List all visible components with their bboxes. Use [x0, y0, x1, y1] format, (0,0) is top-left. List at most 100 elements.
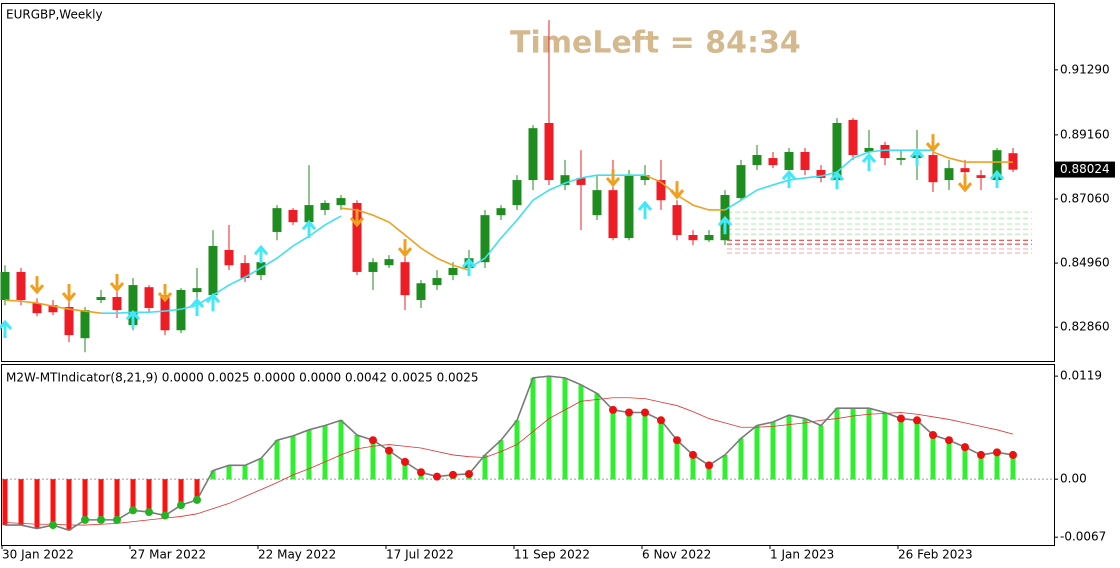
signal-dot: [657, 416, 665, 425]
trend-line: [932, 151, 1013, 163]
trend-line: [644, 174, 725, 211]
histogram-bar: [850, 408, 856, 480]
candle-body: [16, 271, 26, 301]
histogram-bar: [818, 425, 824, 480]
histogram-bar: [546, 376, 552, 480]
time-left: TimeLeft = 84:34: [510, 26, 801, 61]
x-tick-label: 27 Mar 2022: [130, 548, 206, 562]
candle-body: [240, 263, 250, 279]
candle-body: [688, 235, 698, 241]
signal-arrow: [861, 152, 877, 172]
signal-arrow: [989, 169, 1005, 189]
histogram-bar: [642, 412, 648, 480]
y-tick-label: 0.89160: [1060, 127, 1110, 141]
candle-body: [560, 175, 570, 185]
signal-arrow: [637, 200, 653, 219]
candle-body: [32, 303, 42, 314]
histogram-bar: [674, 440, 680, 480]
x-tick-label: 26 Feb 2023: [898, 548, 973, 562]
candle-body: [144, 287, 154, 308]
histogram-bar: [930, 435, 936, 480]
histogram-bar: [866, 408, 872, 480]
signal-dot: [113, 515, 121, 524]
signal-dot: [993, 448, 1001, 457]
candle-body: [448, 267, 458, 275]
histogram-bar: [114, 479, 120, 520]
histogram-bar: [1010, 454, 1016, 480]
candle-body: [784, 151, 794, 170]
signal-arrow: [605, 168, 621, 188]
signal-arrow: [925, 134, 941, 153]
histogram-bar: [978, 454, 984, 480]
histogram-bar: [226, 465, 232, 480]
candle-body: [368, 262, 378, 272]
signal-dot: [97, 515, 105, 524]
signal-arrow: [461, 257, 477, 277]
histogram-bar: [386, 450, 392, 480]
candle-body: [416, 283, 426, 301]
y-tick-label: -0.0067: [1060, 530, 1106, 544]
candle-body: [48, 305, 58, 313]
candle-body: [176, 289, 186, 331]
signal-arrow: [205, 292, 221, 312]
signal-dot: [913, 416, 921, 425]
candle-body: [960, 168, 970, 173]
histogram-bar: [914, 420, 920, 480]
candle-body: [736, 165, 746, 199]
y-tick-label: 0.91290: [1060, 62, 1110, 76]
candle-body: [160, 295, 170, 331]
signal-dot: [1009, 450, 1017, 459]
x-tick-label: 6 Nov 2022: [642, 548, 711, 562]
signal-line: [4, 397, 1014, 526]
signal-dot: [929, 431, 937, 440]
histogram-bar: [258, 458, 264, 480]
candle-body: [0, 271, 10, 301]
histogram-bar: [146, 479, 152, 513]
signal-dot: [689, 450, 697, 459]
signal-dot: [641, 408, 649, 417]
trend-line: [101, 215, 342, 314]
signal-dot: [945, 436, 953, 445]
candle-body: [208, 245, 218, 296]
candle-body: [96, 296, 106, 301]
signal-arrow: [957, 174, 973, 193]
histogram-bar: [18, 479, 24, 526]
signal-arrow: [349, 208, 365, 228]
signal-dot: [449, 470, 457, 479]
x-tick-label: 22 May 2022: [258, 548, 336, 562]
candle-body: [224, 249, 234, 266]
histogram-bar: [946, 440, 952, 480]
y-tick-label: 0.0119: [1060, 369, 1102, 383]
histogram-bar: [786, 415, 792, 480]
histogram-bar: [626, 412, 632, 480]
candle-body: [432, 278, 442, 286]
histogram-bar: [882, 412, 888, 480]
histogram-bar: [210, 470, 216, 480]
histogram-bar: [562, 377, 568, 480]
histogram-bar: [50, 479, 56, 526]
signal-dot: [385, 446, 393, 455]
histogram-bar: [834, 408, 840, 480]
signal-dot: [433, 472, 441, 481]
candle-body: [400, 262, 410, 296]
signal-arrow: [0, 319, 13, 339]
signal-dot: [81, 515, 89, 524]
candle-body: [640, 175, 650, 181]
chart-title: EURGBP,Weekly: [6, 8, 103, 22]
signal-dot: [129, 506, 137, 515]
signal-arrow: [109, 273, 125, 293]
candle-body: [608, 190, 618, 239]
trend-line: [724, 149, 933, 211]
candle-body: [128, 285, 138, 326]
x-tick-label: 1 Jan 2023: [770, 548, 834, 562]
candle-body: [768, 158, 778, 166]
signal-arrow: [397, 239, 413, 258]
candle-body: [528, 128, 538, 181]
signal-dot: [49, 521, 57, 530]
signal-dot: [145, 508, 153, 517]
candle-body: [320, 202, 330, 210]
candle-body: [880, 144, 890, 159]
candle-body: [576, 177, 586, 185]
histogram-bar: [722, 454, 728, 480]
